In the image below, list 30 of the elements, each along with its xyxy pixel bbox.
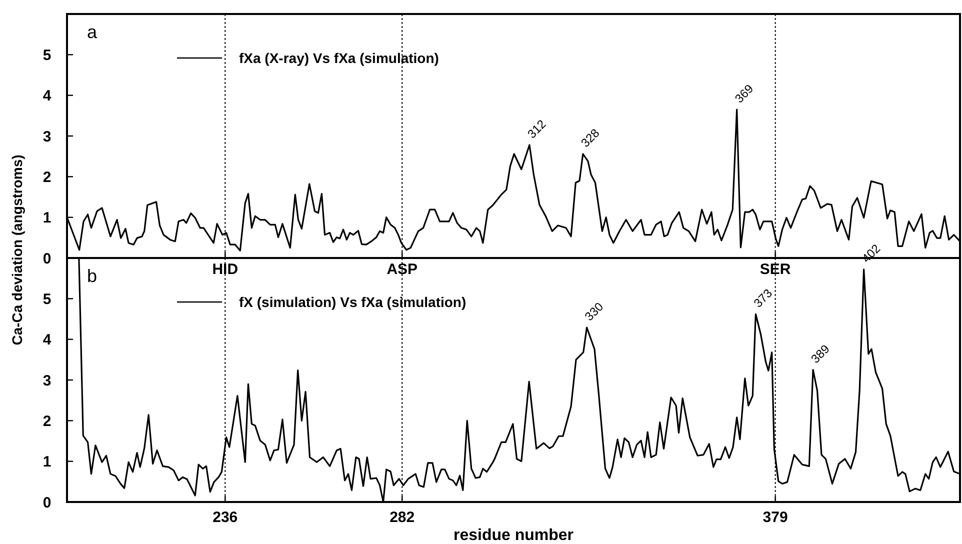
- y-tick-label: 2: [42, 168, 52, 186]
- y-tick-label: 5: [42, 46, 52, 64]
- y-tick-label: 4: [42, 88, 52, 105]
- annotation: 373: [750, 286, 776, 310]
- annotation: 312: [524, 116, 549, 142]
- annotation: 389: [808, 342, 833, 366]
- y-tick-label: 2: [42, 412, 52, 430]
- ref-line-label: ASP: [386, 261, 418, 278]
- y-axis-title: Ca-Ca deviation (angstroms): [9, 154, 25, 346]
- x-tick-label: 236: [212, 509, 238, 526]
- text: b: [87, 266, 98, 286]
- annotation: 369: [732, 81, 756, 106]
- y-tick-label: 1: [42, 210, 52, 227]
- y-tick-label: 5: [42, 290, 52, 308]
- ref-line-label: SER: [760, 261, 791, 278]
- text: a: [87, 22, 98, 42]
- x-tick-label: 379: [762, 509, 788, 526]
- y-tick-label: 1: [42, 454, 52, 471]
- y-tick-label: 0: [42, 494, 52, 512]
- x-tick-label: 282: [390, 509, 415, 526]
- y-tick-label: 0: [42, 250, 52, 268]
- y-tick-label: 4: [42, 332, 52, 349]
- x-axis-title: residue number: [453, 527, 574, 544]
- annotation: 330: [582, 299, 606, 324]
- y-tick-label: 3: [42, 372, 52, 390]
- annotation: 328: [578, 126, 602, 150]
- y-tick-label: 3: [42, 128, 52, 146]
- legend-label: fX (simulation) Vs fXa (simulation): [239, 294, 466, 310]
- legend-label: fXa (X-ray) Vs fXa (simulation): [239, 50, 439, 66]
- ref-line-label: HID: [212, 261, 238, 278]
